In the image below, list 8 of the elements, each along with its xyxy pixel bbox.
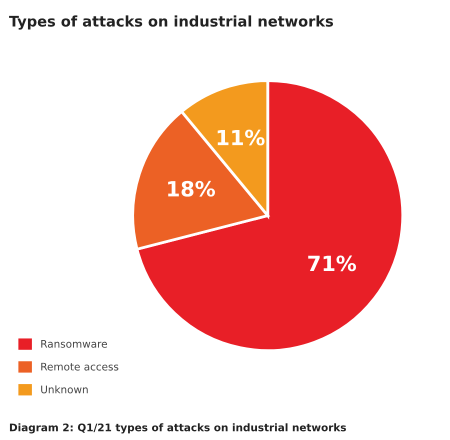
data-label: 18%: [168, 180, 215, 197]
text: Diagram 2: Q1/21 types of attacks on industrial networks: [10, 423, 346, 434]
legend-label: Remote access: [41, 362, 118, 371]
data-label: 71%: [308, 256, 356, 272]
data-label: 11%: [218, 130, 265, 146]
chart-title: Types of attacks on industrial networks: [9, 15, 334, 30]
legend-label: Unknown: [41, 385, 88, 394]
legend-label: Ransomware: [41, 340, 107, 348]
